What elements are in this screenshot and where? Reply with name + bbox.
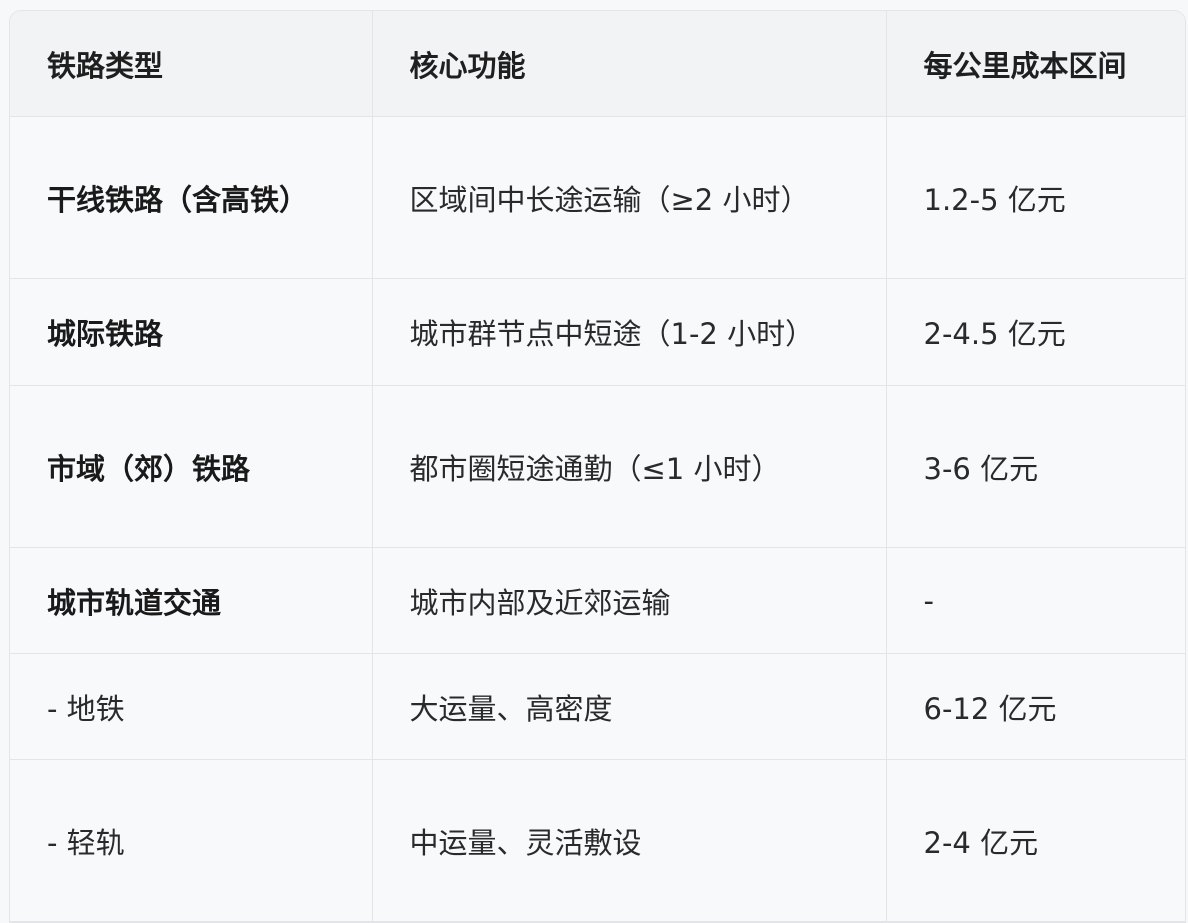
table-header-row: 铁路类型 核心功能 每公里成本区间 — [10, 11, 1185, 117]
rail-cost-table: 铁路类型 核心功能 每公里成本区间 干线铁路（含高铁） 区域间中长途运输（≥2 … — [10, 11, 1185, 922]
table-row: 城际铁路 城市群节点中短途（1-2 小时） 2-4.5 亿元 — [10, 278, 1185, 386]
header-cost-per-km: 每公里成本区间 — [886, 11, 1185, 117]
cell-cost: 3-6 亿元 — [886, 385, 1185, 548]
cell-rail-type: 市域（郊）铁路 — [10, 385, 373, 548]
cell-rail-type: - 轻轨 — [10, 759, 373, 922]
header-rail-type: 铁路类型 — [10, 11, 373, 117]
table-row: 城市轨道交通 城市内部及近郊运输 - — [10, 547, 1185, 654]
header-core-function: 核心功能 — [372, 11, 887, 117]
cell-cost: - — [886, 547, 1185, 654]
cell-rail-type: 干线铁路（含高铁） — [10, 116, 373, 279]
cell-function: 都市圈短途通勤（≤1 小时） — [372, 385, 887, 548]
rail-cost-table-container: 铁路类型 核心功能 每公里成本区间 干线铁路（含高铁） 区域间中长途运输（≥2 … — [9, 10, 1186, 923]
cell-function: 城市群节点中短途（1-2 小时） — [372, 278, 887, 386]
table-row: 干线铁路（含高铁） 区域间中长途运输（≥2 小时） 1.2-5 亿元 — [10, 116, 1185, 279]
table-row: - 地铁 大运量、高密度 6-12 亿元 — [10, 653, 1185, 760]
cell-rail-type: 城际铁路 — [10, 278, 373, 386]
table-row: - 轻轨 中运量、灵活敷设 2-4 亿元 — [10, 759, 1185, 922]
cell-cost: 2-4.5 亿元 — [886, 278, 1185, 386]
cell-rail-type: 城市轨道交通 — [10, 547, 373, 654]
cell-function: 中运量、灵活敷设 — [372, 759, 887, 922]
cell-cost: 1.2-5 亿元 — [886, 116, 1185, 279]
cell-function: 城市内部及近郊运输 — [372, 547, 887, 654]
table-row: 市域（郊）铁路 都市圈短途通勤（≤1 小时） 3-6 亿元 — [10, 385, 1185, 548]
cell-function: 大运量、高密度 — [372, 653, 887, 760]
cell-cost: 2-4 亿元 — [886, 759, 1185, 922]
cell-rail-type: - 地铁 — [10, 653, 373, 760]
cell-function: 区域间中长途运输（≥2 小时） — [372, 116, 887, 279]
cell-cost: 6-12 亿元 — [886, 653, 1185, 760]
